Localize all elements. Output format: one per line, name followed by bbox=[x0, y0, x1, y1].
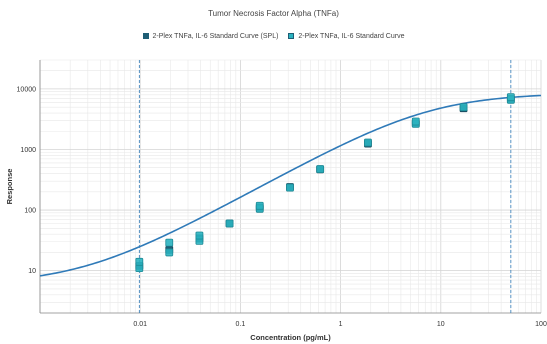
data-point-standard bbox=[135, 257, 144, 266]
data-point-standard bbox=[225, 219, 234, 228]
tick-labels: 0.01 0.1 1 10 100 10 100 1000 10000 bbox=[17, 86, 547, 328]
data-point-standard bbox=[195, 231, 204, 240]
x-tick-label: 0.1 bbox=[236, 321, 246, 328]
y-axis-label: Response bbox=[5, 169, 14, 205]
data-point-standard bbox=[255, 201, 264, 210]
data-point-standard bbox=[316, 165, 325, 173]
legend-label-spl: 2-Plex TNFa, IL-6 Standard Curve (SPL) bbox=[152, 33, 279, 40]
data-point-standard bbox=[506, 93, 515, 102]
y-tick-label: 10 bbox=[28, 268, 36, 275]
y-tick-label: 1000 bbox=[20, 147, 36, 154]
x-tick-label: 1 bbox=[339, 321, 343, 328]
legend-swatch-spl bbox=[142, 33, 149, 39]
legend-entry-standard[interactable]: 2-Plex TNFa, IL-6 Standard Curve bbox=[288, 33, 404, 40]
x-tick-label: 0.01 bbox=[133, 321, 147, 328]
data-points bbox=[135, 93, 515, 273]
legend: 2-Plex TNFa, IL-6 Standard Curve (SPL) 2… bbox=[0, 33, 547, 40]
fit-curve bbox=[39, 94, 542, 277]
data-point-standard bbox=[286, 183, 294, 192]
data-point-standard bbox=[411, 117, 420, 126]
y-tick-label: 100 bbox=[24, 208, 36, 215]
chart-title: Tumor Necrosis Factor Alpha (TNFa) bbox=[208, 9, 339, 18]
x-tick-label: 10 bbox=[437, 321, 445, 328]
data-point-standard bbox=[459, 103, 468, 112]
legend-entry-spl[interactable]: 2-Plex TNFa, IL-6 Standard Curve (SPL) bbox=[142, 33, 279, 40]
data-point-standard bbox=[165, 248, 174, 257]
axes bbox=[39, 60, 541, 314]
data-point-standard bbox=[165, 238, 174, 247]
x-axis-label: Concentration (pg/mL) bbox=[250, 333, 331, 342]
x-tick-label: 100 bbox=[535, 321, 547, 328]
data-point-standard bbox=[364, 138, 372, 147]
legend-label-standard: 2-Plex TNFa, IL-6 Standard Curve bbox=[298, 33, 405, 40]
y-tick-label: 10000 bbox=[17, 86, 37, 93]
legend-swatch-standard bbox=[288, 33, 295, 39]
